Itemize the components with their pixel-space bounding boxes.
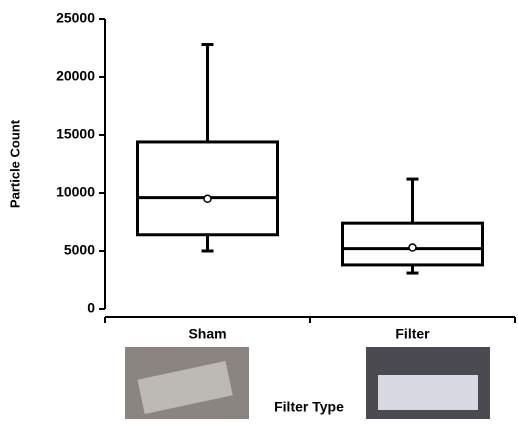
photo-filter xyxy=(366,347,490,419)
x-axis-label: Filter Type xyxy=(274,399,344,415)
x-tick-label: Sham xyxy=(188,326,226,342)
mean xyxy=(204,195,211,202)
photo-device xyxy=(378,375,478,410)
box xyxy=(138,142,278,235)
y-tick-label: 10000 xyxy=(56,184,95,200)
y-tick-label: 5000 xyxy=(64,242,95,258)
y-tick-label: 20000 xyxy=(56,68,95,84)
y-tick-label: 25000 xyxy=(56,10,95,26)
page: {"chart_data": {"type": "box", "y_label"… xyxy=(0,0,518,424)
y-axis-label: Particle Count xyxy=(7,119,22,208)
chart: Particle Count Filter Type 0 5000 10000 150… xyxy=(0,0,518,419)
mean xyxy=(409,244,416,251)
y-tick-label: 0 xyxy=(87,300,95,316)
y-tick-label: 15000 xyxy=(56,126,95,142)
photo-sham xyxy=(125,347,249,419)
x-tick-label: Filter xyxy=(395,326,430,342)
